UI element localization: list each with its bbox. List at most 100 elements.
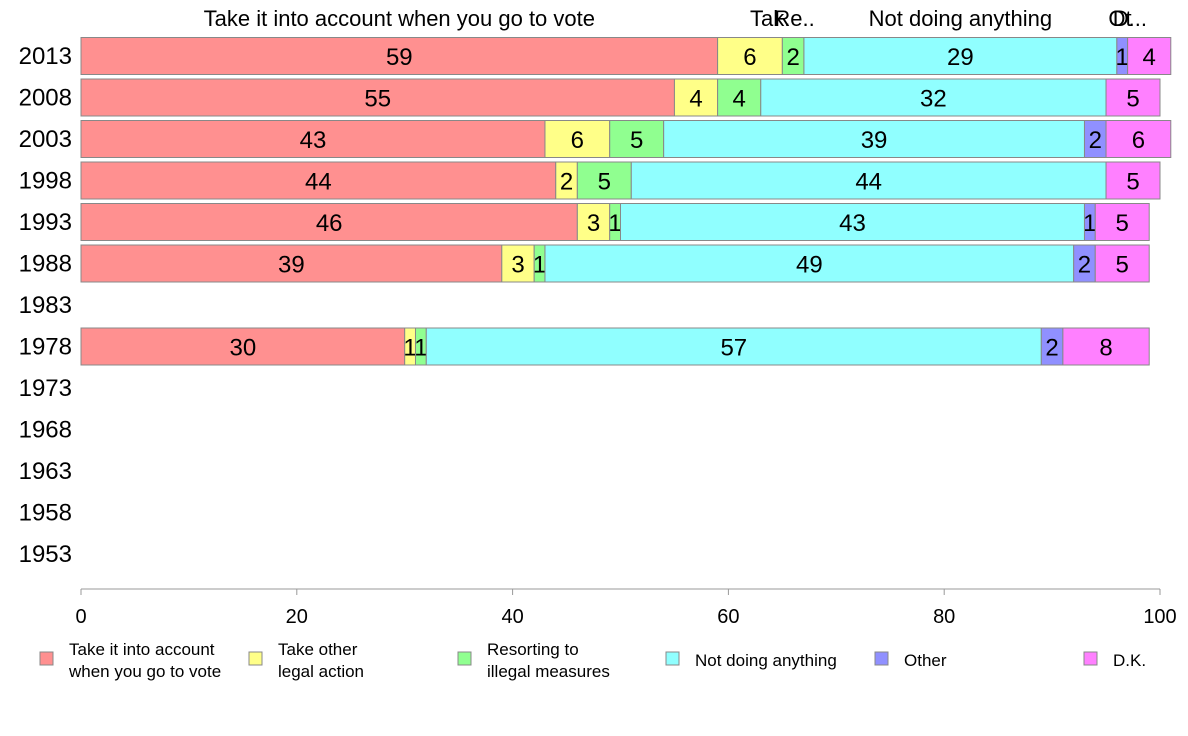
data-label-2013-3: 29 (947, 44, 974, 71)
x-axis: 0 20 40 60 80 100 (75, 588, 1177, 628)
data-label-1978-4: 2 (1045, 335, 1058, 362)
bar-segment-1998-3 (630, 161, 1107, 200)
legend: Take it into account when you go to vote T… (39, 640, 1146, 681)
year-labels: 2013 2008 2003 1998 1993 1988 1983 1978 1973 1968… (19, 43, 72, 568)
data-label-1998-1: 2 (560, 169, 573, 196)
bar-segment-1993-0 (80, 203, 578, 241)
data-label-2003-3: 39 (861, 127, 888, 154)
series-headers: Take it into account when you go to vote… (204, 6, 1147, 31)
series-header-3: Not doing anything (869, 6, 1052, 31)
legend-label-1-1: legal action (278, 662, 364, 681)
bar-segment-2008-1 (673, 78, 719, 117)
data-label-1988-1: 3 (511, 252, 524, 279)
data-label-2013-2: 2 (786, 44, 799, 71)
data-label-1978-3: 57 (720, 335, 747, 362)
data-label-2008-2: 4 (733, 86, 746, 113)
legend-swatch-3 (665, 651, 680, 666)
year-label-1978: 1978 (19, 334, 72, 361)
data-label-1993-4: 1 (1083, 210, 1096, 237)
legend-swatch-4 (874, 651, 889, 666)
data-label-2008-0: 55 (364, 86, 391, 113)
data-label-1988-4: 2 (1078, 252, 1091, 279)
data-label-2008-3: 32 (920, 86, 947, 113)
bar-segment-2013-5 (1127, 37, 1172, 75)
data-label-2013-5: 4 (1143, 44, 1156, 71)
data-label-1993-1: 3 (587, 210, 600, 237)
x-tick-label-80: 80 (933, 606, 955, 628)
bars: 59 6 2 29 1 455 4 4 32 543 6 5 39 2 644 2 5 44 546 3 1 43 1 539… (80, 37, 1172, 366)
data-label-2008-1: 4 (689, 86, 702, 113)
bar-segment-1978-0 (80, 327, 406, 366)
year-label-1998: 1998 (19, 168, 72, 195)
data-label-1988-0: 39 (278, 252, 305, 279)
legend-swatch-1 (248, 651, 263, 666)
bar-segment-2003-0 (80, 120, 546, 158)
year-label-1968: 1968 (19, 417, 72, 444)
series-header-0: Take it into account when you go to vote (204, 6, 595, 31)
year-label-1993: 1993 (19, 209, 72, 236)
series-header-2: Re.. (774, 6, 814, 31)
legend-label-2-0: Resorting to (487, 640, 579, 659)
data-label-2003-2: 5 (630, 127, 643, 154)
x-tick-label-100: 100 (1143, 606, 1176, 628)
bar-segment-2003-2 (609, 120, 665, 158)
legend-label-2-1: illegal measures (487, 662, 610, 681)
data-label-1998-3: 44 (855, 169, 882, 196)
data-label-1978-5: 8 (1099, 335, 1112, 362)
data-label-1988-3: 49 (796, 252, 823, 279)
bar-segment-2008-5 (1105, 78, 1161, 117)
year-label-1973: 1973 (19, 375, 72, 402)
data-label-2013-1: 6 (743, 44, 756, 71)
legend-label-4-0: Other (904, 651, 947, 670)
data-label-2003-0: 43 (300, 127, 327, 154)
data-label-1978-0: 30 (229, 335, 256, 362)
bar-segment-2013-0 (80, 37, 719, 75)
legend-label-1-0: Take other (278, 640, 358, 659)
data-label-1993-5: 5 (1116, 210, 1129, 237)
bar-segment-2003-5 (1105, 120, 1172, 158)
data-label-1988-2: 1 (533, 252, 546, 279)
year-label-1958: 1958 (19, 500, 72, 527)
bar-segment-1988-5 (1094, 244, 1150, 283)
x-tick-label-60: 60 (717, 606, 739, 628)
legend-swatch-0 (39, 651, 54, 666)
bar-segment-1988-1 (501, 244, 535, 283)
series-header-5: D... (1113, 6, 1147, 31)
bar-segment-1998-2 (576, 161, 632, 200)
legend-label-0-1: when you go to vote (68, 662, 221, 681)
bar-segment-1978-5 (1062, 327, 1150, 366)
year-label-1988: 1988 (19, 251, 72, 278)
data-label-2013-0: 59 (386, 44, 413, 71)
series-header-4: Ot (1108, 6, 1131, 31)
legend-label-5-0: D.K. (1113, 651, 1146, 670)
data-label-1998-5: 5 (1126, 169, 1139, 196)
year-label-1983: 1983 (19, 292, 72, 319)
data-label-1993-2: 1 (608, 210, 621, 237)
series-header-1: Tak. (750, 6, 790, 31)
bar-segment-1988-3 (544, 244, 1075, 283)
data-label-2003-1: 6 (571, 127, 584, 154)
data-label-1998-0: 44 (305, 169, 332, 196)
legend-swatch-2 (457, 651, 472, 666)
bar-segment-1993-3 (620, 203, 1085, 241)
data-label-1988-5: 5 (1116, 252, 1129, 279)
x-tick-label-40: 40 (501, 606, 523, 628)
data-label-1998-2: 5 (598, 169, 611, 196)
bar-segment-1988-0 (80, 244, 503, 283)
data-label-1993-3: 43 (839, 210, 866, 237)
x-tick-label-0: 0 (75, 606, 86, 628)
data-label-1978-1: 1 (403, 335, 416, 362)
data-label-2003-4: 2 (1089, 127, 1102, 154)
bar-segment-2008-3 (760, 78, 1107, 117)
legend-label-0-0: Take it into account (69, 640, 215, 659)
legend-label-3-0: Not doing anything (695, 651, 837, 670)
data-label-2008-5: 5 (1126, 86, 1139, 113)
year-label-2003: 2003 (19, 126, 72, 153)
data-label-2003-5: 6 (1132, 127, 1145, 154)
x-tick-label-20: 20 (286, 606, 308, 628)
bar-segment-1978-3 (425, 327, 1042, 366)
data-label-1978-2: 1 (414, 335, 427, 362)
legend-swatch-5 (1083, 651, 1098, 666)
bar-segment-2008-0 (80, 78, 675, 117)
